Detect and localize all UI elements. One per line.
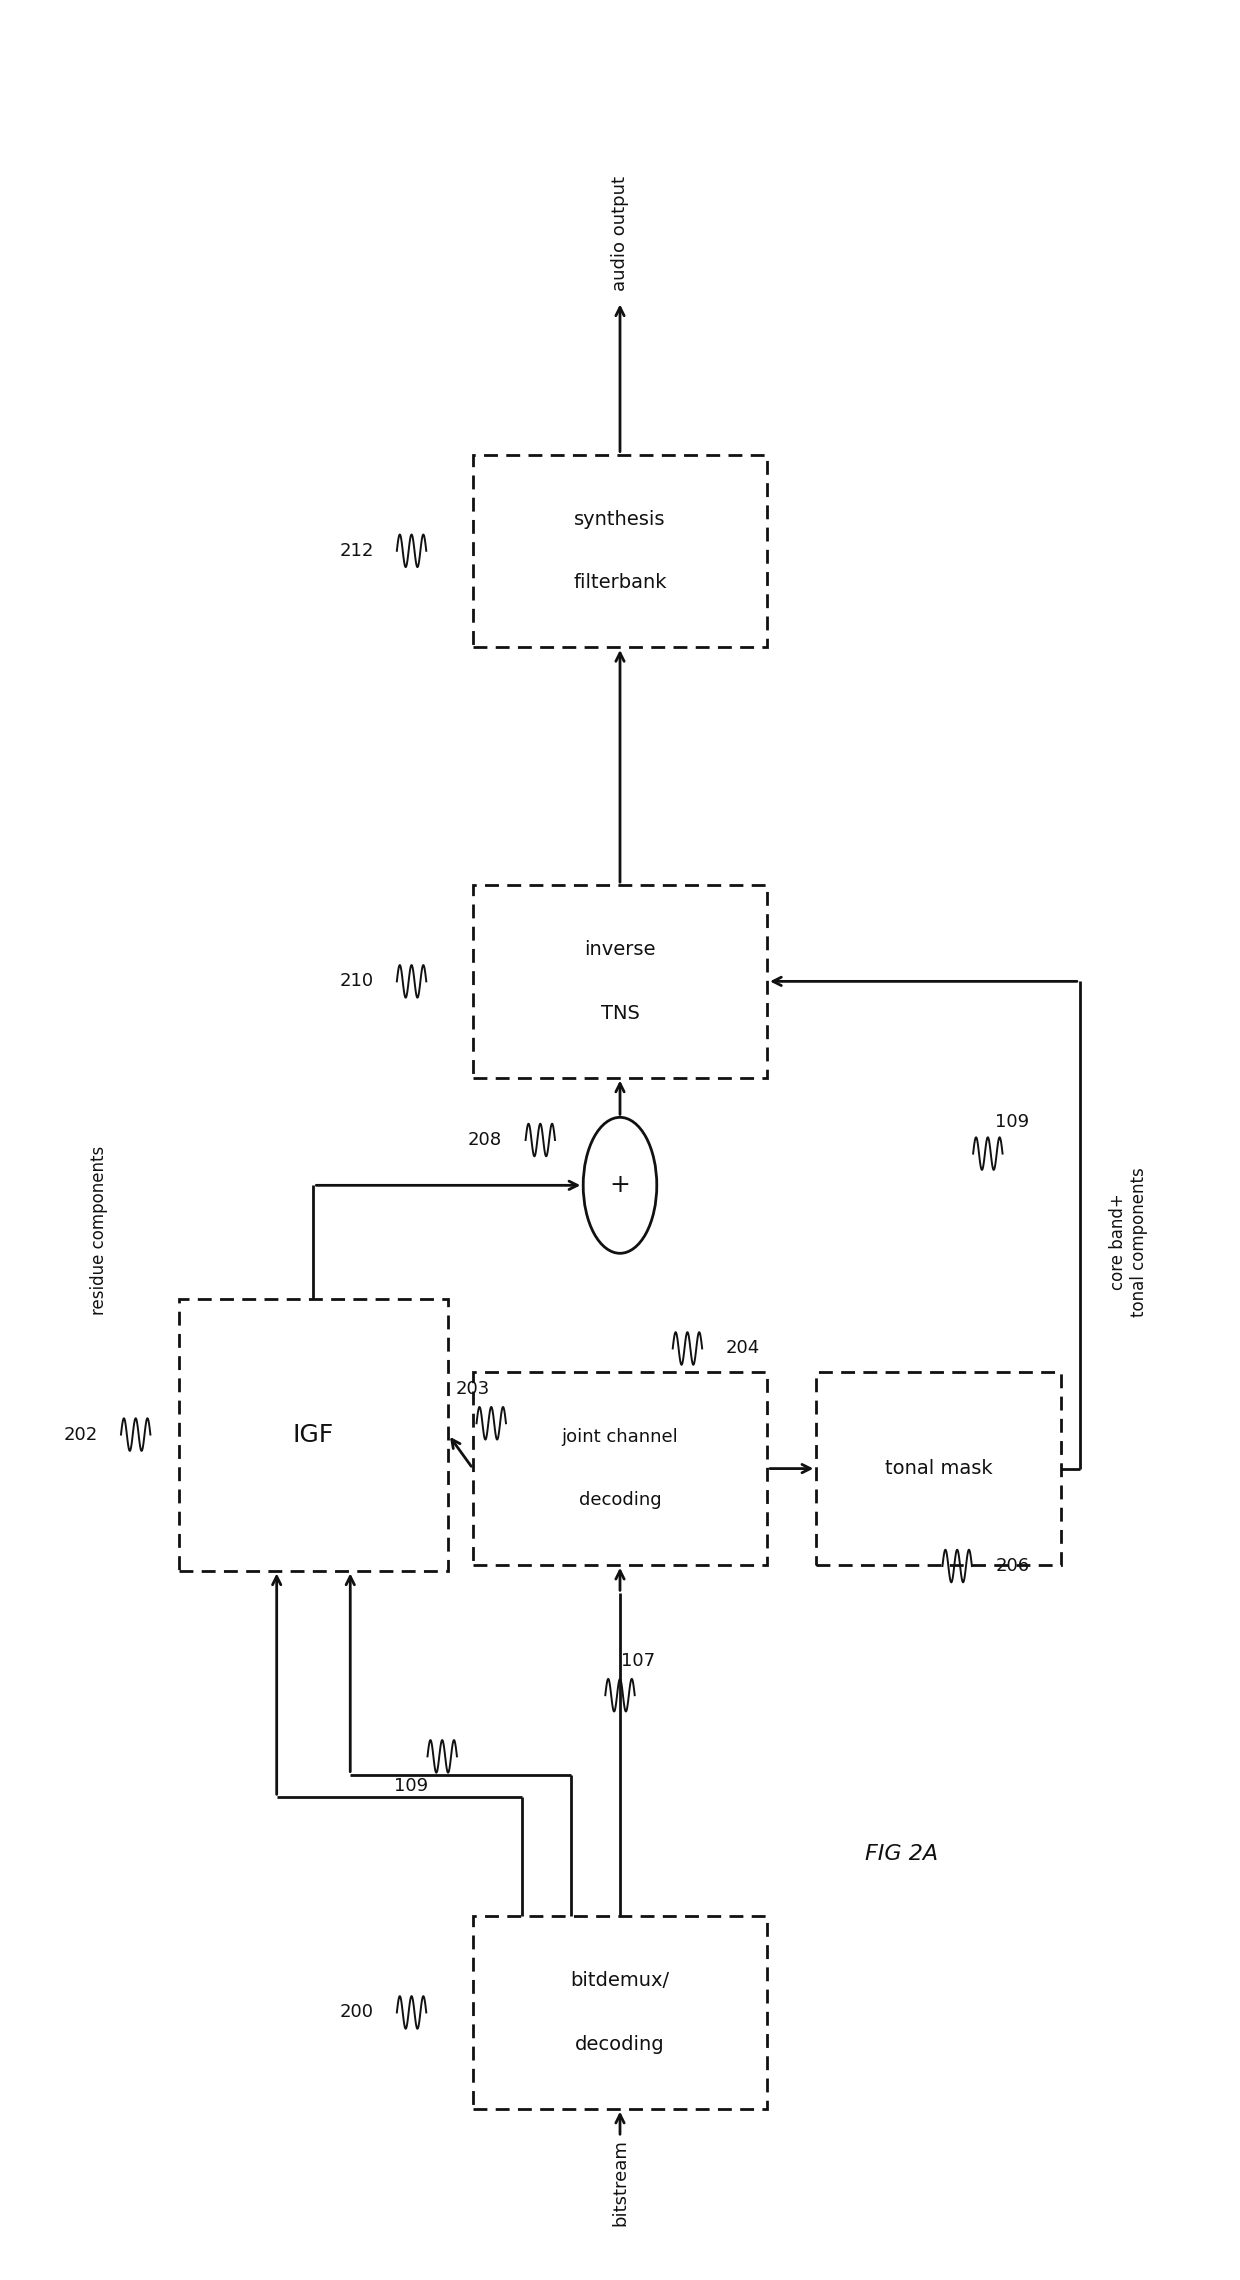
Bar (179, 1300, 449, 1571)
Text: bitdemux/: bitdemux/ (570, 1972, 670, 1990)
Text: 202: 202 (63, 1425, 98, 1443)
Bar (816, 1373, 1061, 1564)
Bar (472, 1373, 768, 1564)
Text: 109: 109 (394, 1776, 429, 1794)
Text: 204: 204 (725, 1338, 760, 1357)
Text: FIG 2A: FIG 2A (866, 1845, 939, 1863)
Text: 210: 210 (340, 971, 373, 990)
Text: 212: 212 (340, 543, 373, 561)
Text: decoding: decoding (575, 2034, 665, 2054)
Text: filterbank: filterbank (573, 572, 667, 593)
Text: TNS: TNS (600, 1003, 640, 1024)
Bar (472, 1915, 768, 2109)
Text: +: + (610, 1174, 630, 1197)
Text: audio output: audio output (611, 176, 629, 292)
Text: bitstream: bitstream (611, 2139, 629, 2225)
Text: 109: 109 (996, 1113, 1029, 1131)
Text: tonal mask: tonal mask (885, 1459, 992, 1477)
Text: residue components: residue components (91, 1147, 108, 1316)
Text: IGF: IGF (293, 1423, 334, 1446)
Text: joint channel: joint channel (562, 1427, 678, 1446)
Bar (472, 885, 768, 1078)
Text: inverse: inverse (584, 939, 656, 960)
Text: decoding: decoding (579, 1491, 661, 1509)
Text: core band+
tonal components: core band+ tonal components (1110, 1167, 1148, 1318)
Text: 203: 203 (456, 1379, 490, 1398)
Text: 200: 200 (340, 2004, 373, 2022)
Text: synthesis: synthesis (574, 511, 666, 529)
Text: 107: 107 (621, 1653, 656, 1671)
Text: 206: 206 (996, 1557, 1029, 1575)
Bar (472, 454, 768, 648)
Text: 208: 208 (467, 1131, 502, 1149)
